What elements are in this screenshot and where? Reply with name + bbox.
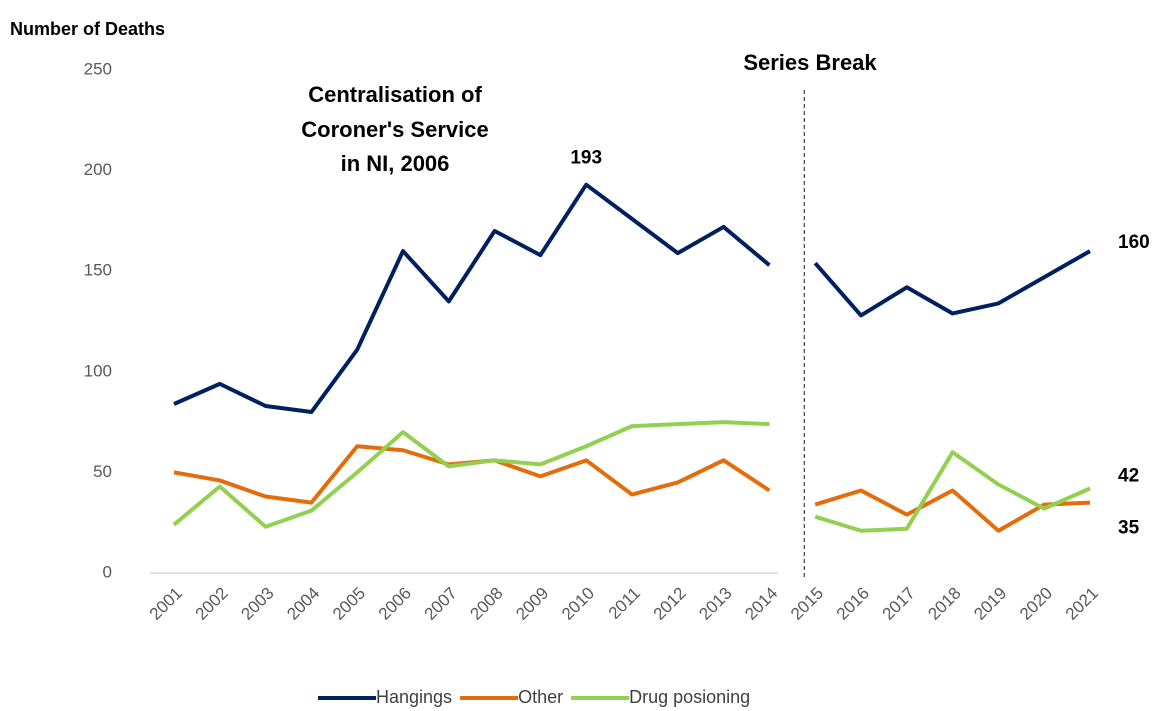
legend-label: Drug posioning [629, 687, 750, 707]
x-tick-label: 2014 [741, 584, 781, 624]
x-tick-label: 2010 [558, 584, 598, 624]
x-tick-label: 2003 [237, 584, 277, 624]
annotation: Coroner's Service [301, 117, 488, 142]
x-tick-label: 2016 [833, 584, 873, 624]
x-tick-label: 2019 [970, 584, 1010, 624]
y-axis-label: Number of Deaths [10, 19, 165, 39]
legend-label: Hangings [376, 687, 452, 707]
y-tick-label: 250 [84, 59, 112, 78]
series-break-label: Series Break [743, 50, 877, 75]
x-tick-label: 2002 [192, 584, 232, 624]
series-line [173, 182, 771, 415]
data-label: 42 [1118, 466, 1139, 487]
annotation: in NI, 2006 [341, 151, 450, 176]
y-tick-label: 100 [84, 361, 112, 380]
series-line [814, 488, 1091, 533]
series-line [813, 249, 1091, 318]
x-tick-label: 2001 [146, 584, 186, 624]
y-tick-label: 200 [84, 160, 112, 179]
x-tick-label: 2021 [1062, 584, 1102, 624]
y-tick-label: 150 [84, 261, 112, 280]
x-tick-label: 2018 [924, 584, 964, 624]
x-tick-label: 2015 [787, 584, 827, 624]
x-tick-label: 2008 [466, 584, 506, 624]
x-tick-label: 2011 [605, 584, 644, 623]
x-tick-label: 2009 [512, 584, 552, 624]
data-label: 160 [1118, 232, 1150, 253]
x-tick-label: 2020 [1016, 584, 1056, 624]
x-tick-label: 2005 [329, 584, 369, 624]
y-tick-label: 50 [93, 462, 112, 481]
series-line [172, 420, 770, 529]
x-tick-label: 2012 [650, 584, 690, 624]
x-tick-label: 2017 [879, 584, 919, 624]
data-label: 35 [1118, 518, 1140, 539]
annotation: Centralisation of [308, 82, 482, 107]
series-line [173, 444, 771, 505]
series-line [814, 450, 1091, 533]
x-tick-label: 2013 [695, 584, 735, 624]
legend-label: Other [518, 687, 563, 707]
data-label: 193 [570, 148, 602, 169]
x-tick-label: 2004 [283, 584, 323, 624]
y-tick-label: 0 [103, 562, 112, 581]
x-tick-label: 2006 [375, 584, 415, 624]
x-tick-label: 2007 [421, 584, 461, 624]
